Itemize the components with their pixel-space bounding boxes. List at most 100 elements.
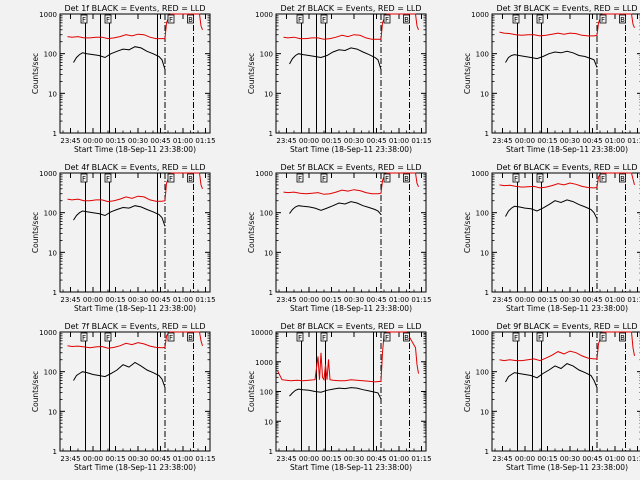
x-tick-label: 00:45 (366, 455, 386, 463)
marker-box (320, 332, 328, 342)
marker-box (80, 332, 88, 342)
marker-label: F (385, 175, 389, 183)
x-tick-label: 00:15 (105, 455, 125, 463)
x-tick-label: 00:45 (582, 137, 602, 145)
y-tick-label: 10 (48, 249, 57, 257)
y-tick-label: 10 (264, 249, 273, 257)
events-series-line (289, 47, 382, 70)
marker-label: F (169, 334, 173, 342)
marker-label: B (620, 175, 625, 183)
marker-box (320, 173, 328, 183)
x-axis-label: Start Time (18-Sep-11 23:38:00) (290, 145, 412, 154)
x-tick-label: 00:45 (366, 137, 386, 145)
y-tick-label: 100 (44, 369, 57, 377)
marker-box (536, 173, 544, 183)
y-axis-label: Counts/sec (463, 53, 472, 94)
x-tick-label: 00:15 (321, 455, 341, 463)
x-tick-label: 01:00 (605, 455, 625, 463)
x-tick-label: 00:45 (150, 296, 170, 304)
marker-label: F (514, 16, 518, 24)
plot-frame (275, 13, 427, 134)
marker-label: F (106, 175, 110, 183)
x-tick-label: 00:30 (560, 137, 580, 145)
x-tick-label: 00:45 (150, 455, 170, 463)
y-tick-label: 1 (485, 448, 489, 456)
y-axis-label: Counts/sec (31, 53, 40, 94)
x-tick-label: 01:00 (389, 137, 409, 145)
x-tick-label: 23:45 (276, 455, 296, 463)
y-tick-label: 10 (480, 249, 489, 257)
plot-frame (59, 331, 211, 452)
marker-box (104, 14, 112, 24)
y-tick-label: 100 (44, 210, 57, 218)
marker-box (599, 332, 607, 342)
x-tick-label: 23:45 (492, 455, 512, 463)
events-series-line (289, 387, 382, 400)
events-series-line (505, 199, 598, 220)
marker-box (619, 14, 626, 24)
x-tick-label: 00:00 (83, 296, 103, 304)
y-axis-label: Counts/sec (247, 212, 256, 253)
marker-box (599, 173, 607, 183)
x-tick-label: 01:00 (173, 296, 193, 304)
marker-label: F (514, 334, 518, 342)
chart-title: Det 4f BLACK = Events, RED = LLD (64, 163, 205, 172)
y-tick-label: 1 (53, 130, 57, 138)
y-tick-label: 10 (48, 90, 57, 98)
x-tick-label: 00:15 (321, 137, 341, 145)
y-tick-label: 100 (260, 389, 273, 397)
x-tick-label: 01:00 (389, 296, 409, 304)
marker-box (167, 173, 175, 183)
marker-label: F (169, 175, 173, 183)
x-tick-label: 00:15 (321, 296, 341, 304)
x-tick-label: 00:45 (150, 137, 170, 145)
lld-series-line (499, 13, 635, 37)
marker-label: F (169, 16, 173, 24)
x-tick-label: 01:15 (195, 455, 215, 463)
lld-series-line (277, 331, 419, 383)
marker-label: F (322, 175, 326, 183)
marker-label: F (538, 16, 542, 24)
x-tick-label: 23:45 (492, 296, 512, 304)
chart-panel-6: Det 6f BLACK = Events, RED = LLD 1 10 100 10… (463, 163, 640, 313)
events-series-line (73, 46, 166, 70)
marker-box (383, 173, 391, 183)
marker-box (619, 332, 626, 342)
x-tick-label: 00:00 (515, 296, 535, 304)
lld-series-line (283, 172, 419, 195)
chart-panel-3: Det 3f BLACK = Events, RED = LLD 1 10 100 10… (463, 4, 640, 154)
chart-title: Det 9f BLACK = Events, RED = LLD (496, 322, 637, 331)
marker-box (167, 14, 175, 24)
marker-label: F (601, 334, 605, 342)
marker-label: F (601, 175, 605, 183)
marker-box (80, 173, 88, 183)
marker-box (296, 14, 304, 24)
marker-box (104, 173, 112, 183)
x-tick-label: 01:15 (411, 296, 431, 304)
chart-title: Det 7f BLACK = Events, RED = LLD (64, 322, 205, 331)
plot-frame (59, 172, 211, 293)
marker-box (536, 332, 544, 342)
chart-title: Det 5f BLACK = Events, RED = LLD (280, 163, 421, 172)
marker-box (187, 173, 194, 183)
marker-label: F (298, 334, 302, 342)
marker-box (296, 173, 304, 183)
y-axis-label: Counts/sec (31, 371, 40, 412)
marker-box (104, 332, 112, 342)
x-tick-label: 00:00 (299, 296, 319, 304)
y-tick-label: 100 (260, 51, 273, 59)
chart-panel-8: Det 8f BLACK = Events, RED = LLD 1 10 100 10… (247, 322, 432, 472)
marker-box (320, 14, 328, 24)
marker-label: F (514, 175, 518, 183)
chart-panel-7: Det 7f BLACK = Events, RED = LLD 1 10 100 10… (31, 322, 216, 472)
plot-frame (275, 331, 427, 452)
x-tick-label: 00:00 (299, 455, 319, 463)
chart-title: Det 8f BLACK = Events, RED = LLD (280, 322, 421, 331)
lld-series-line (67, 331, 203, 349)
x-axis-label: Start Time (18-Sep-11 23:38:00) (506, 304, 628, 313)
x-tick-label: 00:15 (537, 455, 557, 463)
y-tick-label: 10000 (251, 329, 273, 337)
x-axis-label: Start Time (18-Sep-11 23:38:00) (506, 463, 628, 472)
marker-box (383, 332, 391, 342)
x-axis-label: Start Time (18-Sep-11 23:38:00) (290, 463, 412, 472)
